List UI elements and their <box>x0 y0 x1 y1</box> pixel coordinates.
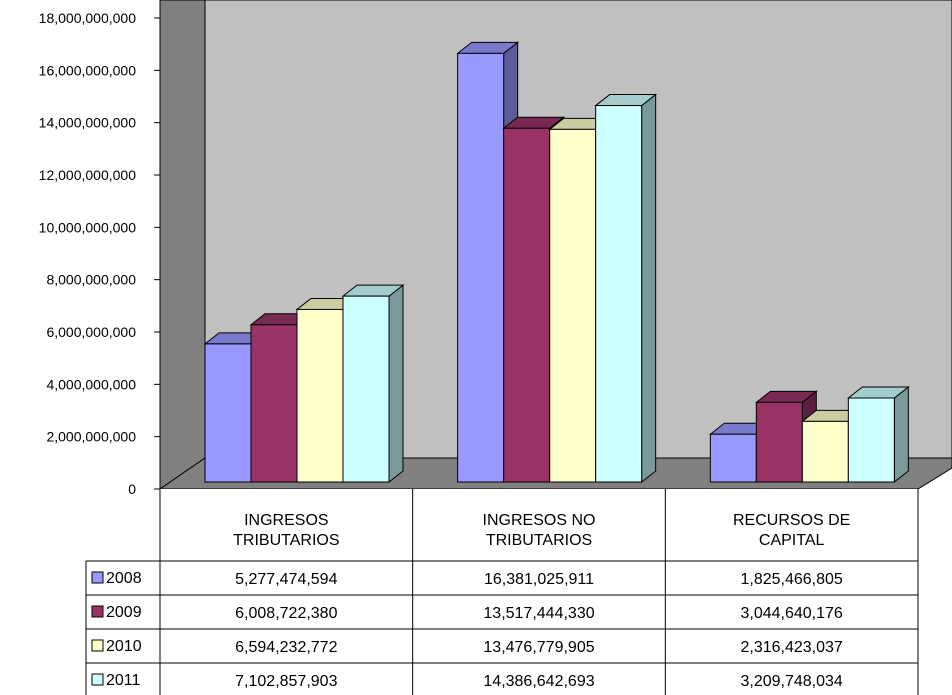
bar-front <box>595 105 643 483</box>
y-tick-label: 18,000,000,000 <box>39 10 137 26</box>
data-label: 13,517,444,330 <box>483 605 594 622</box>
category-label: TRIBUTARIOS <box>233 532 339 549</box>
legend-key-2011 <box>91 673 104 686</box>
legend-key-2008 <box>91 571 104 584</box>
bar-front <box>204 343 252 483</box>
data-label: 6,594,232,772 <box>235 639 337 656</box>
y-tick-label: 4,000,000,000 <box>46 376 136 392</box>
y-tick-label: 12,000,000,000 <box>39 167 137 183</box>
bar-2011-1 <box>594 93 658 484</box>
bar-side <box>641 93 657 484</box>
category-label: INGRESOS NO <box>483 512 596 529</box>
data-label: 16,381,025,911 <box>484 571 594 588</box>
legend-key-2009 <box>91 605 104 618</box>
y-tick-label: 6,000,000,000 <box>46 324 136 340</box>
y-tick-label: 2,000,000,000 <box>46 429 136 445</box>
bar-front <box>549 128 597 483</box>
data-label: 14,386,642,693 <box>483 673 594 690</box>
data-label: 1,825,466,805 <box>741 571 843 588</box>
data-label: 3,044,640,176 <box>741 605 843 622</box>
bar-front <box>296 308 344 483</box>
bar-side <box>893 385 909 484</box>
data-label: 2,316,423,037 <box>741 639 843 656</box>
category-label: RECURSOS DE <box>733 512 850 529</box>
legend-label: 2011 <box>106 672 141 689</box>
table-header-bg <box>160 489 918 561</box>
data-label: 7,102,857,903 <box>235 673 337 690</box>
category-label: INGRESOS <box>244 512 328 529</box>
data-label: 6,008,722,380 <box>235 605 337 622</box>
data-label: 3,209,748,034 <box>741 673 843 690</box>
y-tick-label: 16,000,000,000 <box>39 62 137 78</box>
y-tick-label: 8,000,000,000 <box>46 272 136 288</box>
y-tick-label: 10,000,000,000 <box>39 219 137 235</box>
category-label: TRIBUTARIOS <box>486 532 592 549</box>
bar-front <box>250 324 298 483</box>
bar-front <box>847 397 895 483</box>
legend-label: 2008 <box>106 570 142 587</box>
y-tick-label: 0 <box>128 481 136 497</box>
bar-side <box>388 284 404 484</box>
side-wall <box>159 0 206 490</box>
category-label: CAPITAL <box>759 532 825 549</box>
bar-front <box>503 127 551 483</box>
data-label: 5,277,474,594 <box>235 571 337 588</box>
y-tick-label: 14,000,000,000 <box>39 115 137 131</box>
bar-2011-0 <box>341 284 405 484</box>
bar-front <box>755 401 803 483</box>
bar-front <box>342 295 390 483</box>
legend-label: 2009 <box>106 604 142 621</box>
bar-front <box>457 52 505 483</box>
bar-front <box>801 420 849 483</box>
legend-label: 2010 <box>106 638 142 655</box>
data-label: 13,476,779,905 <box>483 639 594 656</box>
bar-front <box>709 433 757 483</box>
bar-2011-2 <box>846 385 910 484</box>
legend-key-2010 <box>91 639 104 652</box>
